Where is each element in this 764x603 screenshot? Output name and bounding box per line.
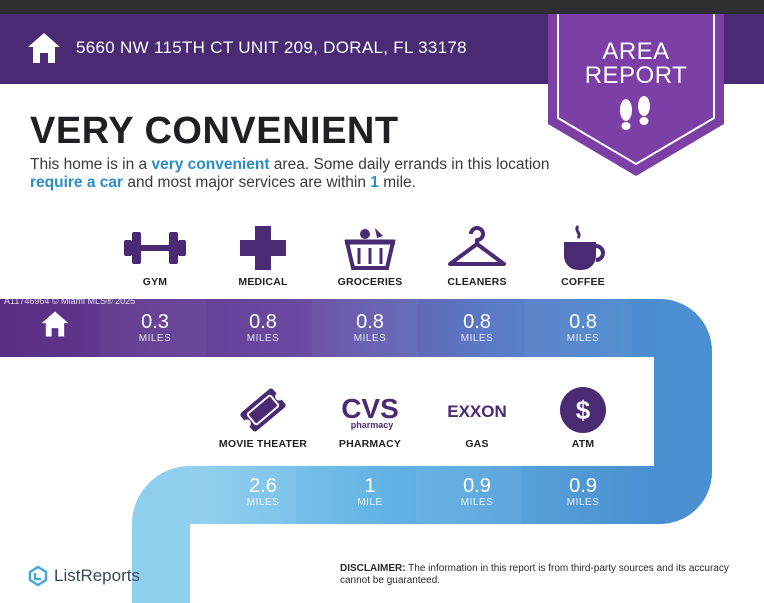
home-marker (2, 309, 108, 339)
dollar-icon: $ (560, 387, 606, 433)
exxon-logo: EXXON (447, 402, 507, 421)
distance-pharmacy: 1 MILE (357, 475, 383, 508)
ticket-icon (240, 388, 286, 432)
category-pharmacy: CVS pharmacy PHARMACY (315, 386, 425, 450)
category-cleaners: CLEANERS (422, 224, 532, 288)
hanger-icon (448, 226, 506, 266)
area-report-badge (548, 14, 724, 176)
home-icon (28, 33, 60, 63)
distance-cleaners: 0.8 MILES (460, 311, 494, 344)
category-coffee: COFFEE (528, 224, 638, 288)
home-icon (41, 311, 69, 337)
disclaimer: DISCLAIMER: The information in this repo… (340, 563, 729, 586)
distance-gym: 0.3 MILES (138, 311, 172, 344)
distance-coffee: 0.8 MILES (566, 311, 600, 344)
listreports-brand: ListReports (28, 566, 140, 586)
grocery-basket-icon (344, 228, 396, 270)
category-gym: GYM (100, 224, 210, 288)
svg-text:CVS: CVS (341, 393, 399, 424)
category-medical: MEDICAL (208, 224, 318, 288)
page-title: VERY CONVENIENT (30, 110, 399, 152)
category-groceries: GROCERIES (315, 224, 425, 288)
dumbbell-icon (124, 232, 186, 264)
property-address: 5660 NW 115TH CT UNIT 209, DORAL, FL 331… (76, 38, 467, 57)
area-report-card: 5660 NW 115TH CT UNIT 209, DORAL, FL 331… (0, 14, 764, 603)
category-movie-theater: MOVIE THEATER (208, 386, 318, 450)
distance-medical: 0.8 MILES (246, 311, 280, 344)
svg-text:$: $ (576, 395, 591, 425)
summary-text: This home is in a very convenient area. … (30, 156, 550, 191)
category-gas: EXXON GAS (422, 386, 532, 450)
distance-movie-theater: 2.6 MILES (246, 475, 280, 508)
footprints-icon (620, 96, 650, 130)
distance-ribbon (0, 299, 712, 603)
distance-atm: 0.9 MILES (566, 475, 600, 508)
top-strip (0, 0, 764, 14)
svg-text:pharmacy: pharmacy (351, 420, 394, 430)
coffee-cup-icon (564, 225, 605, 270)
cvs-logo: CVS pharmacy (341, 393, 399, 430)
brand-name: ListReports (54, 566, 140, 585)
distance-gas: 0.9 MILES (460, 475, 494, 508)
badge-title: AREA REPORT (584, 38, 688, 89)
category-atm: $ ATM (528, 386, 638, 450)
listreports-logo-icon (28, 566, 48, 586)
mls-watermark: A11746964 © Miami MLS® 2025 (4, 296, 136, 306)
svg-text:EXXON: EXXON (447, 402, 507, 421)
medical-cross-icon (240, 226, 286, 270)
distance-groceries: 0.8 MILES (353, 311, 387, 344)
